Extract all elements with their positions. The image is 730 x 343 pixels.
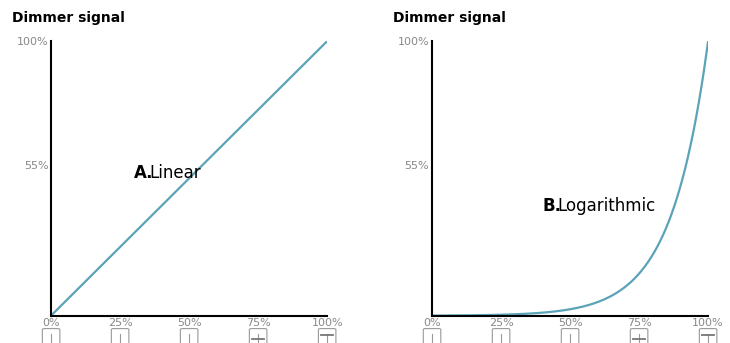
Text: B.: B.	[542, 197, 561, 215]
Text: A.: A.	[134, 164, 153, 182]
Text: Linear: Linear	[149, 164, 201, 182]
Text: Dimmer signal: Dimmer signal	[12, 11, 126, 25]
Text: Logarithmic: Logarithmic	[558, 197, 656, 215]
Text: Dimmer signal: Dimmer signal	[393, 11, 507, 25]
